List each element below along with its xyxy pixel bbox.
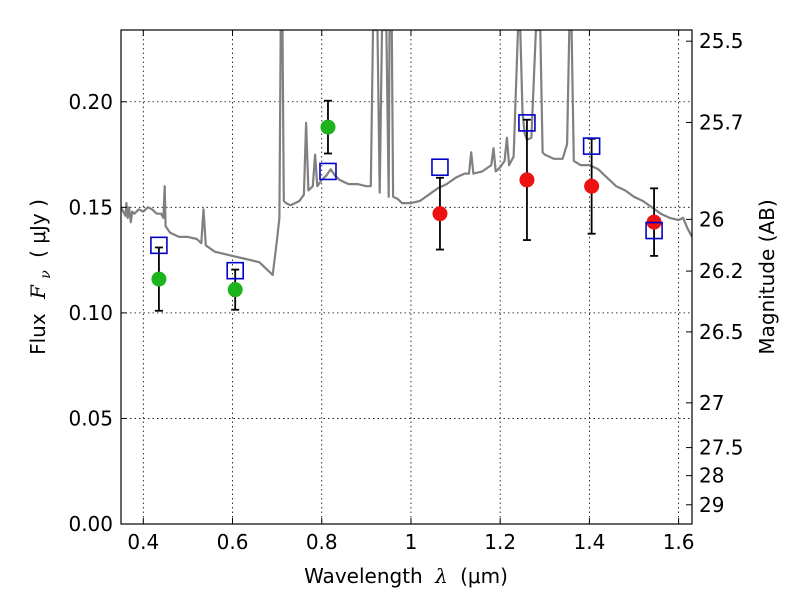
mag-tick-label: 25.7 bbox=[699, 110, 744, 134]
y-axis-title: Flux F ν ( μJy ) bbox=[26, 199, 55, 355]
model-point bbox=[319, 162, 337, 181]
model-spectrum-line bbox=[121, 30, 692, 276]
plot-frame bbox=[120, 29, 693, 525]
data-point bbox=[227, 282, 243, 298]
data-point bbox=[584, 178, 600, 194]
mag-tick-label: 26 bbox=[699, 207, 724, 231]
data-markers bbox=[150, 114, 663, 298]
data-point bbox=[432, 206, 448, 222]
x-tick-label: 1.6 bbox=[663, 530, 695, 554]
mag-tick-label: 26.2 bbox=[699, 259, 744, 283]
data-point bbox=[519, 172, 535, 188]
model-point bbox=[582, 137, 601, 155]
x-tick-label: 0.4 bbox=[127, 530, 159, 554]
data-point bbox=[151, 271, 167, 287]
y-tick-labels: 0.00 0.05 0.10 0.15 0.20 bbox=[68, 90, 113, 536]
x-axis-title: Wavelength λ (μm) bbox=[304, 564, 508, 588]
mag-tick-label: 28 bbox=[699, 464, 724, 488]
x-tick-label: 1 bbox=[405, 530, 418, 554]
mag-tick-label: 27 bbox=[699, 391, 724, 415]
mag-tick-label: 27.5 bbox=[699, 436, 744, 460]
y-tick-label: 0.00 bbox=[68, 512, 113, 536]
y-tick-label: 0.10 bbox=[68, 301, 113, 325]
x-tick-label: 0.6 bbox=[217, 530, 249, 554]
data-point bbox=[320, 119, 336, 135]
axis-ticks bbox=[121, 30, 692, 525]
magnitude-tick-labels: 25.5 25.7 26 26.2 26.5 27 27.5 28 29 bbox=[699, 29, 744, 517]
model-point bbox=[518, 114, 536, 132]
model-point bbox=[150, 236, 168, 255]
model-point bbox=[645, 221, 663, 240]
y-tick-label: 0.15 bbox=[68, 195, 113, 219]
model-point bbox=[431, 158, 449, 177]
x-tick-label: 0.8 bbox=[306, 530, 338, 554]
x-tick-label: 1.4 bbox=[573, 530, 605, 554]
x-tick-labels: 0.4 0.6 0.8 1 1.2 1.4 1.6 bbox=[127, 530, 694, 554]
mag-tick-label: 29 bbox=[699, 493, 724, 517]
y-tick-label: 0.20 bbox=[68, 90, 113, 114]
x-tick-label: 1.2 bbox=[484, 530, 516, 554]
mag-tick-label: 26.5 bbox=[699, 320, 744, 344]
mag-tick-label: 25.5 bbox=[699, 29, 744, 53]
model-point bbox=[226, 261, 244, 280]
y-tick-label: 0.05 bbox=[68, 406, 113, 430]
magnitude-axis-title: Magnitude (AB) bbox=[755, 199, 779, 354]
